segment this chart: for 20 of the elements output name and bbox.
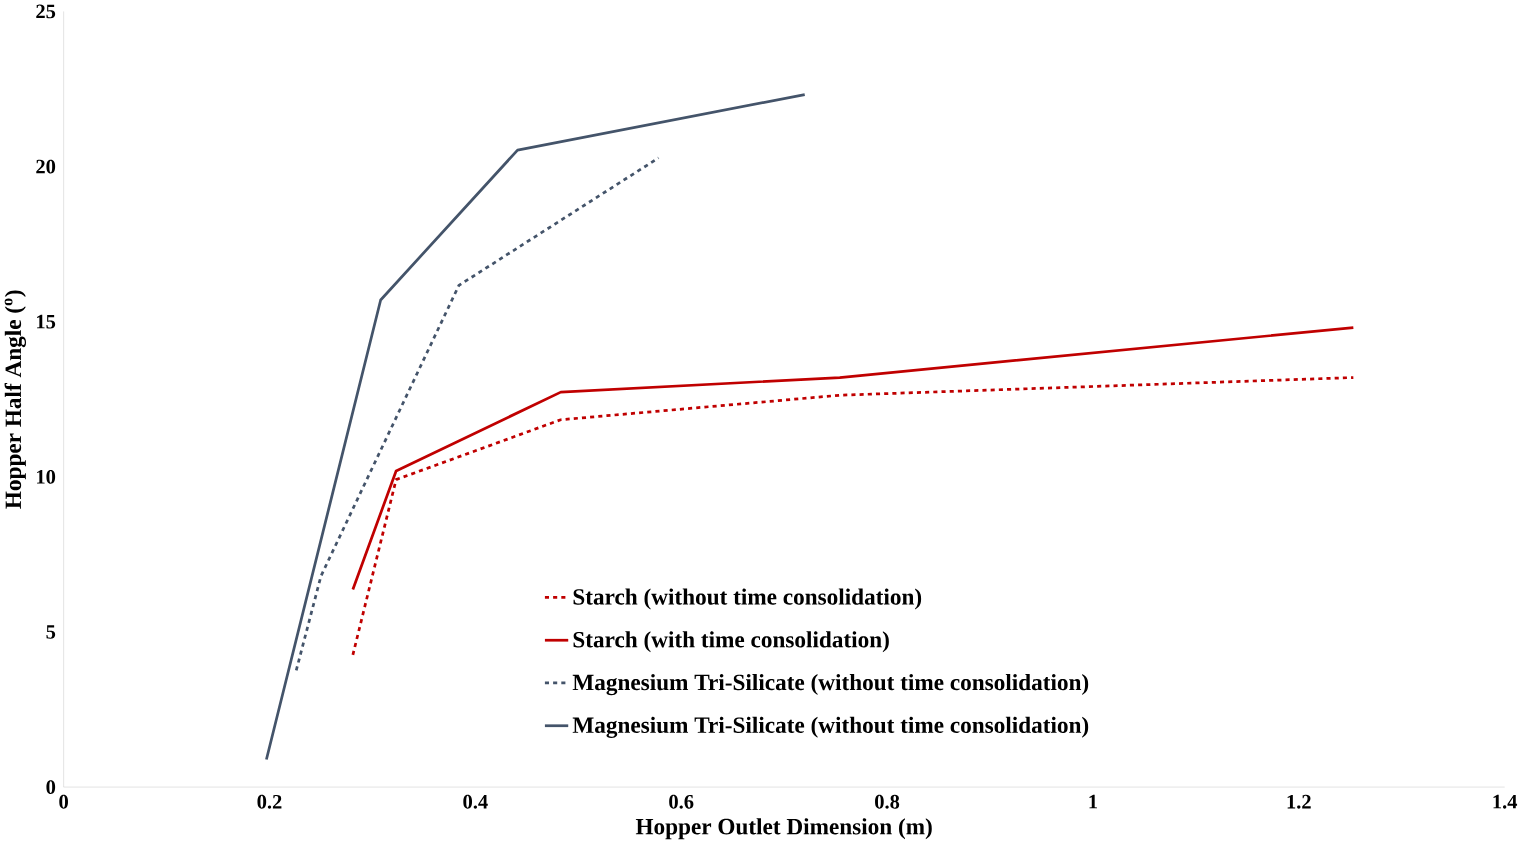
y-tick-label: 0 [46, 780, 56, 795]
x-tick-label: 0.6 [669, 794, 694, 809]
x-axis-title: Hopper Outlet Dimension (m) [635, 818, 932, 840]
x-tick-label: 0 [59, 794, 68, 809]
y-tick-label: 20 [36, 159, 56, 174]
y-axis-title: Hopper Half Angle ($^{o}$) [4, 290, 27, 509]
y-tick-label: 10 [37, 470, 56, 484]
y-tick-label: 25 [36, 4, 56, 19]
x-tick-label: 1 [1089, 794, 1097, 809]
y-tick-label: 5 [46, 625, 56, 639]
x-tick-label: 0.2 [257, 794, 282, 809]
legend-label: Magnesium Tri-Silicate (without time consolidation) [572, 716, 1089, 739]
x-tick-label: 0.4 [463, 794, 488, 809]
y-tick-label: 15 [37, 314, 56, 329]
x-tick-label: 0.8 [875, 794, 900, 809]
x-tick-label: 1.2 [1287, 794, 1311, 809]
legend-label: Starch (with time consolidation) [573, 631, 889, 653]
x-tick-label: 1.4 [1493, 794, 1518, 809]
legend-label: Magnesium Tri-Silicate (without time consolidation) [572, 674, 1089, 696]
legend-label: Starch (without time consolidation) [573, 588, 922, 610]
